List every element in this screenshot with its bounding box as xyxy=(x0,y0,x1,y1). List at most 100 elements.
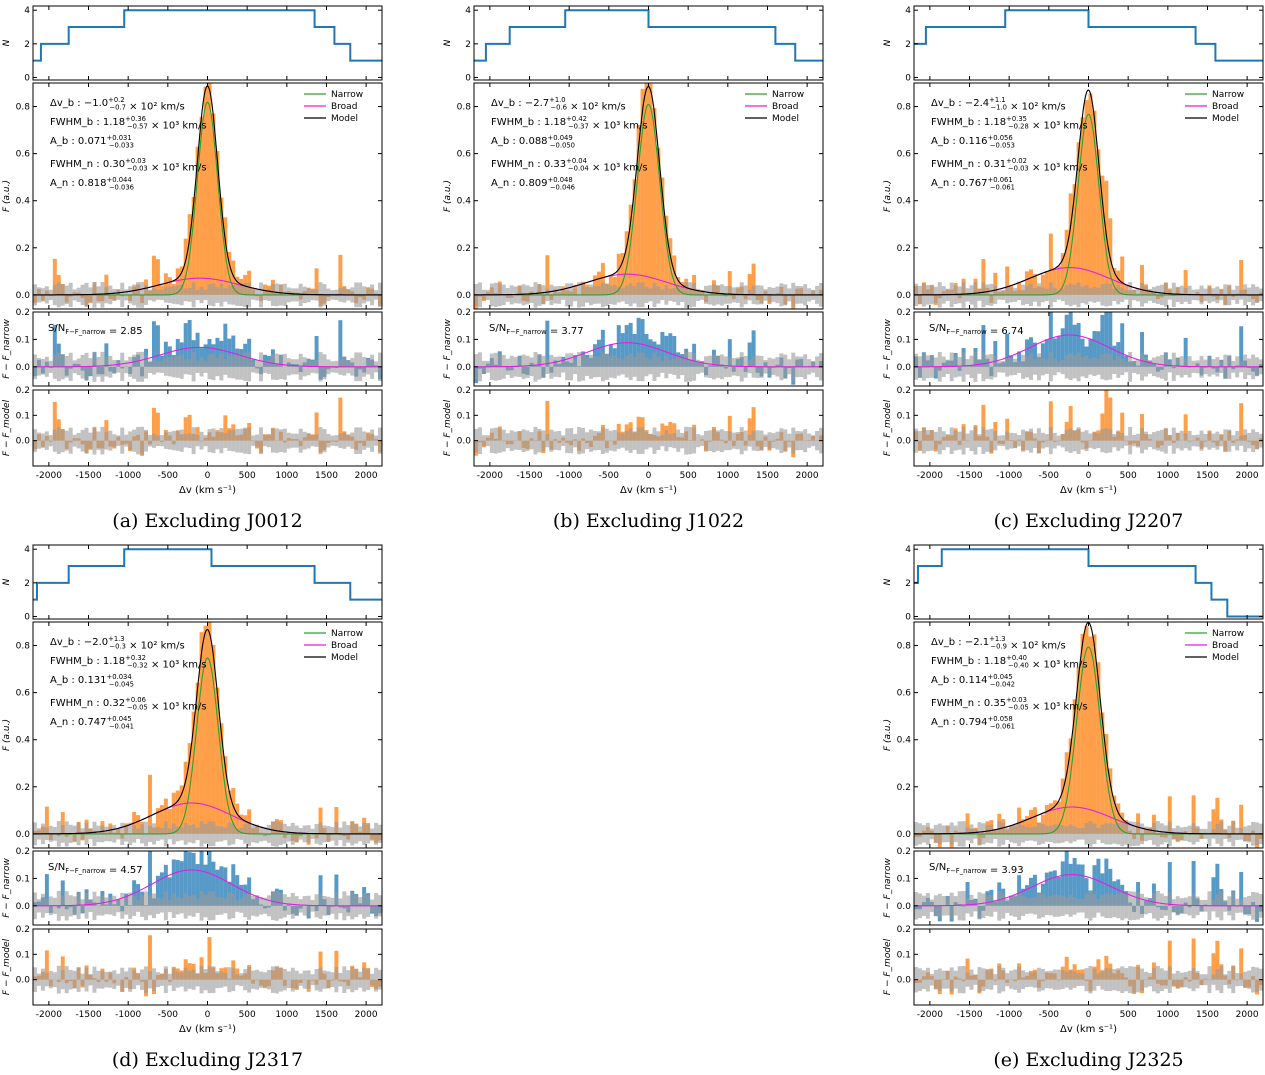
resid-model-error xyxy=(577,427,582,455)
resid-model-error xyxy=(644,431,649,450)
flux-bar xyxy=(167,809,172,834)
flux-error-band xyxy=(1048,825,1053,843)
x-tick-label: 2000 xyxy=(1236,471,1259,481)
resid-narrow-error xyxy=(151,893,156,919)
count-axis-label: N xyxy=(2,578,12,585)
resid-model-error xyxy=(656,431,661,451)
resid-narrow-error xyxy=(1088,890,1093,921)
resid-narrow-bar xyxy=(1017,351,1022,367)
resid-narrow-error xyxy=(707,355,712,378)
annot-a-n: A_n : 0.767+0.061 −0.061 xyxy=(931,176,1015,192)
flux-bar xyxy=(1017,281,1022,295)
resid-model-error xyxy=(231,429,236,452)
flux-bar xyxy=(636,124,641,295)
flux-error-band xyxy=(207,821,212,847)
resid-narrow-error xyxy=(573,359,578,375)
annot-a-b: A_b : 0.131+0.034 −0.045 xyxy=(50,673,134,689)
legend-label: Broad xyxy=(772,102,798,112)
resid-narrow-error xyxy=(274,353,279,381)
resid-narrow-error xyxy=(112,895,117,916)
annot-a-n: A_n : 0.809+0.048 −0.046 xyxy=(491,176,575,192)
x-tick-label: 500 xyxy=(239,1010,256,1020)
x-axis-label: Δv (km s⁻¹) xyxy=(1060,1024,1117,1035)
resid-narrow-bar xyxy=(167,346,172,367)
resid-model-error xyxy=(779,428,784,454)
resid-narrow-error xyxy=(1064,897,1069,915)
resid-narrow-bar xyxy=(1032,874,1037,906)
resid-model-error xyxy=(1120,966,1125,993)
resid-model-error xyxy=(807,433,812,448)
flux-error-band xyxy=(1068,824,1073,844)
resid-model-bar xyxy=(187,414,192,441)
resid-narrow-bar xyxy=(155,875,160,906)
resid-narrow-bar xyxy=(1191,860,1196,906)
resid-model-error xyxy=(370,429,375,452)
x-tick-label: -2000 xyxy=(477,471,503,481)
y-tick-label: 0.1 xyxy=(457,411,471,421)
resid-narrow-error xyxy=(108,355,113,378)
resid-narrow-bar xyxy=(151,321,156,367)
resid-model-error xyxy=(207,429,212,453)
resid-model-error xyxy=(215,432,220,450)
resid-model-error xyxy=(1128,426,1133,455)
resid-narrow-bar xyxy=(179,861,184,906)
resid-model-error xyxy=(203,435,208,447)
resid-model-error xyxy=(1044,434,1049,448)
resid-model-error xyxy=(290,967,295,992)
resid-narrow-bar xyxy=(727,339,732,367)
flux-bar xyxy=(600,263,605,295)
resid-model-error xyxy=(1239,973,1244,986)
resid-narrow-error xyxy=(108,897,113,915)
y-tick-label: 0.1 xyxy=(897,411,911,421)
resid-narrow-error xyxy=(159,899,164,913)
flux-error-band xyxy=(235,828,240,840)
annot-fwhm-n: FWHM_n : 0.31+0.02 −0.03 × 10³ km/s xyxy=(931,157,1088,174)
x-tick-label: 1000 xyxy=(275,471,298,481)
resid-narrow-error xyxy=(223,358,228,375)
resid-model-error xyxy=(811,435,816,447)
resid-model-error xyxy=(925,430,930,452)
resid-model-error xyxy=(1151,967,1156,992)
resid-model-error xyxy=(1068,969,1073,990)
flux-bar xyxy=(338,254,343,295)
count-histogram xyxy=(33,548,382,601)
flux-error-band xyxy=(636,282,641,308)
resid-narrow-bar xyxy=(187,320,192,367)
resid-model-error xyxy=(132,429,137,452)
resid-model-error xyxy=(1219,966,1224,994)
flux-error-band xyxy=(624,285,629,305)
x-tick-label: -2000 xyxy=(36,1010,62,1020)
resid-narrow-bar xyxy=(1005,333,1010,367)
y-tick-label: 2 xyxy=(465,40,471,50)
resid-model-bar xyxy=(223,415,228,441)
flux-bar xyxy=(1116,270,1121,295)
resid-model-error xyxy=(1116,968,1121,992)
resid-model-error xyxy=(1036,428,1041,454)
y-tick-label: 0.8 xyxy=(897,642,912,652)
resid-model-error xyxy=(799,431,804,451)
resid-model-error xyxy=(549,429,554,452)
resid-model-error xyxy=(294,970,299,989)
flux-bar xyxy=(1017,807,1022,834)
resid-narrow-error xyxy=(973,900,978,912)
annot-sn: S/NF−F_narrow = 6.74 xyxy=(929,323,1024,337)
resid-narrow-error xyxy=(1052,894,1057,917)
resid-narrow-bar xyxy=(1112,345,1117,367)
y-tick-label: 0.4 xyxy=(897,197,912,207)
resid-model-error xyxy=(342,432,347,449)
resid-model-error xyxy=(608,430,613,451)
flux-error-band xyxy=(207,284,212,306)
flux-bar xyxy=(1056,265,1061,295)
flux-error-band xyxy=(648,288,653,302)
resid-model-error xyxy=(144,429,149,452)
resid-model-error xyxy=(692,427,697,454)
annot-sn: S/NF−F_narrow = 3.77 xyxy=(489,323,584,337)
resid-narrow-error xyxy=(1040,894,1045,918)
count-histogram xyxy=(474,9,823,62)
resid-narrow-error xyxy=(1029,353,1033,380)
resid-narrow-error xyxy=(1025,356,1030,378)
resid-narrow-error xyxy=(163,357,168,376)
resid-model-error xyxy=(1155,430,1160,451)
resid-narrow-bar xyxy=(1120,323,1125,367)
annot-dv-b: Δv_b : −2.0+1.3 −0.3 × 10² km/s xyxy=(50,635,185,652)
